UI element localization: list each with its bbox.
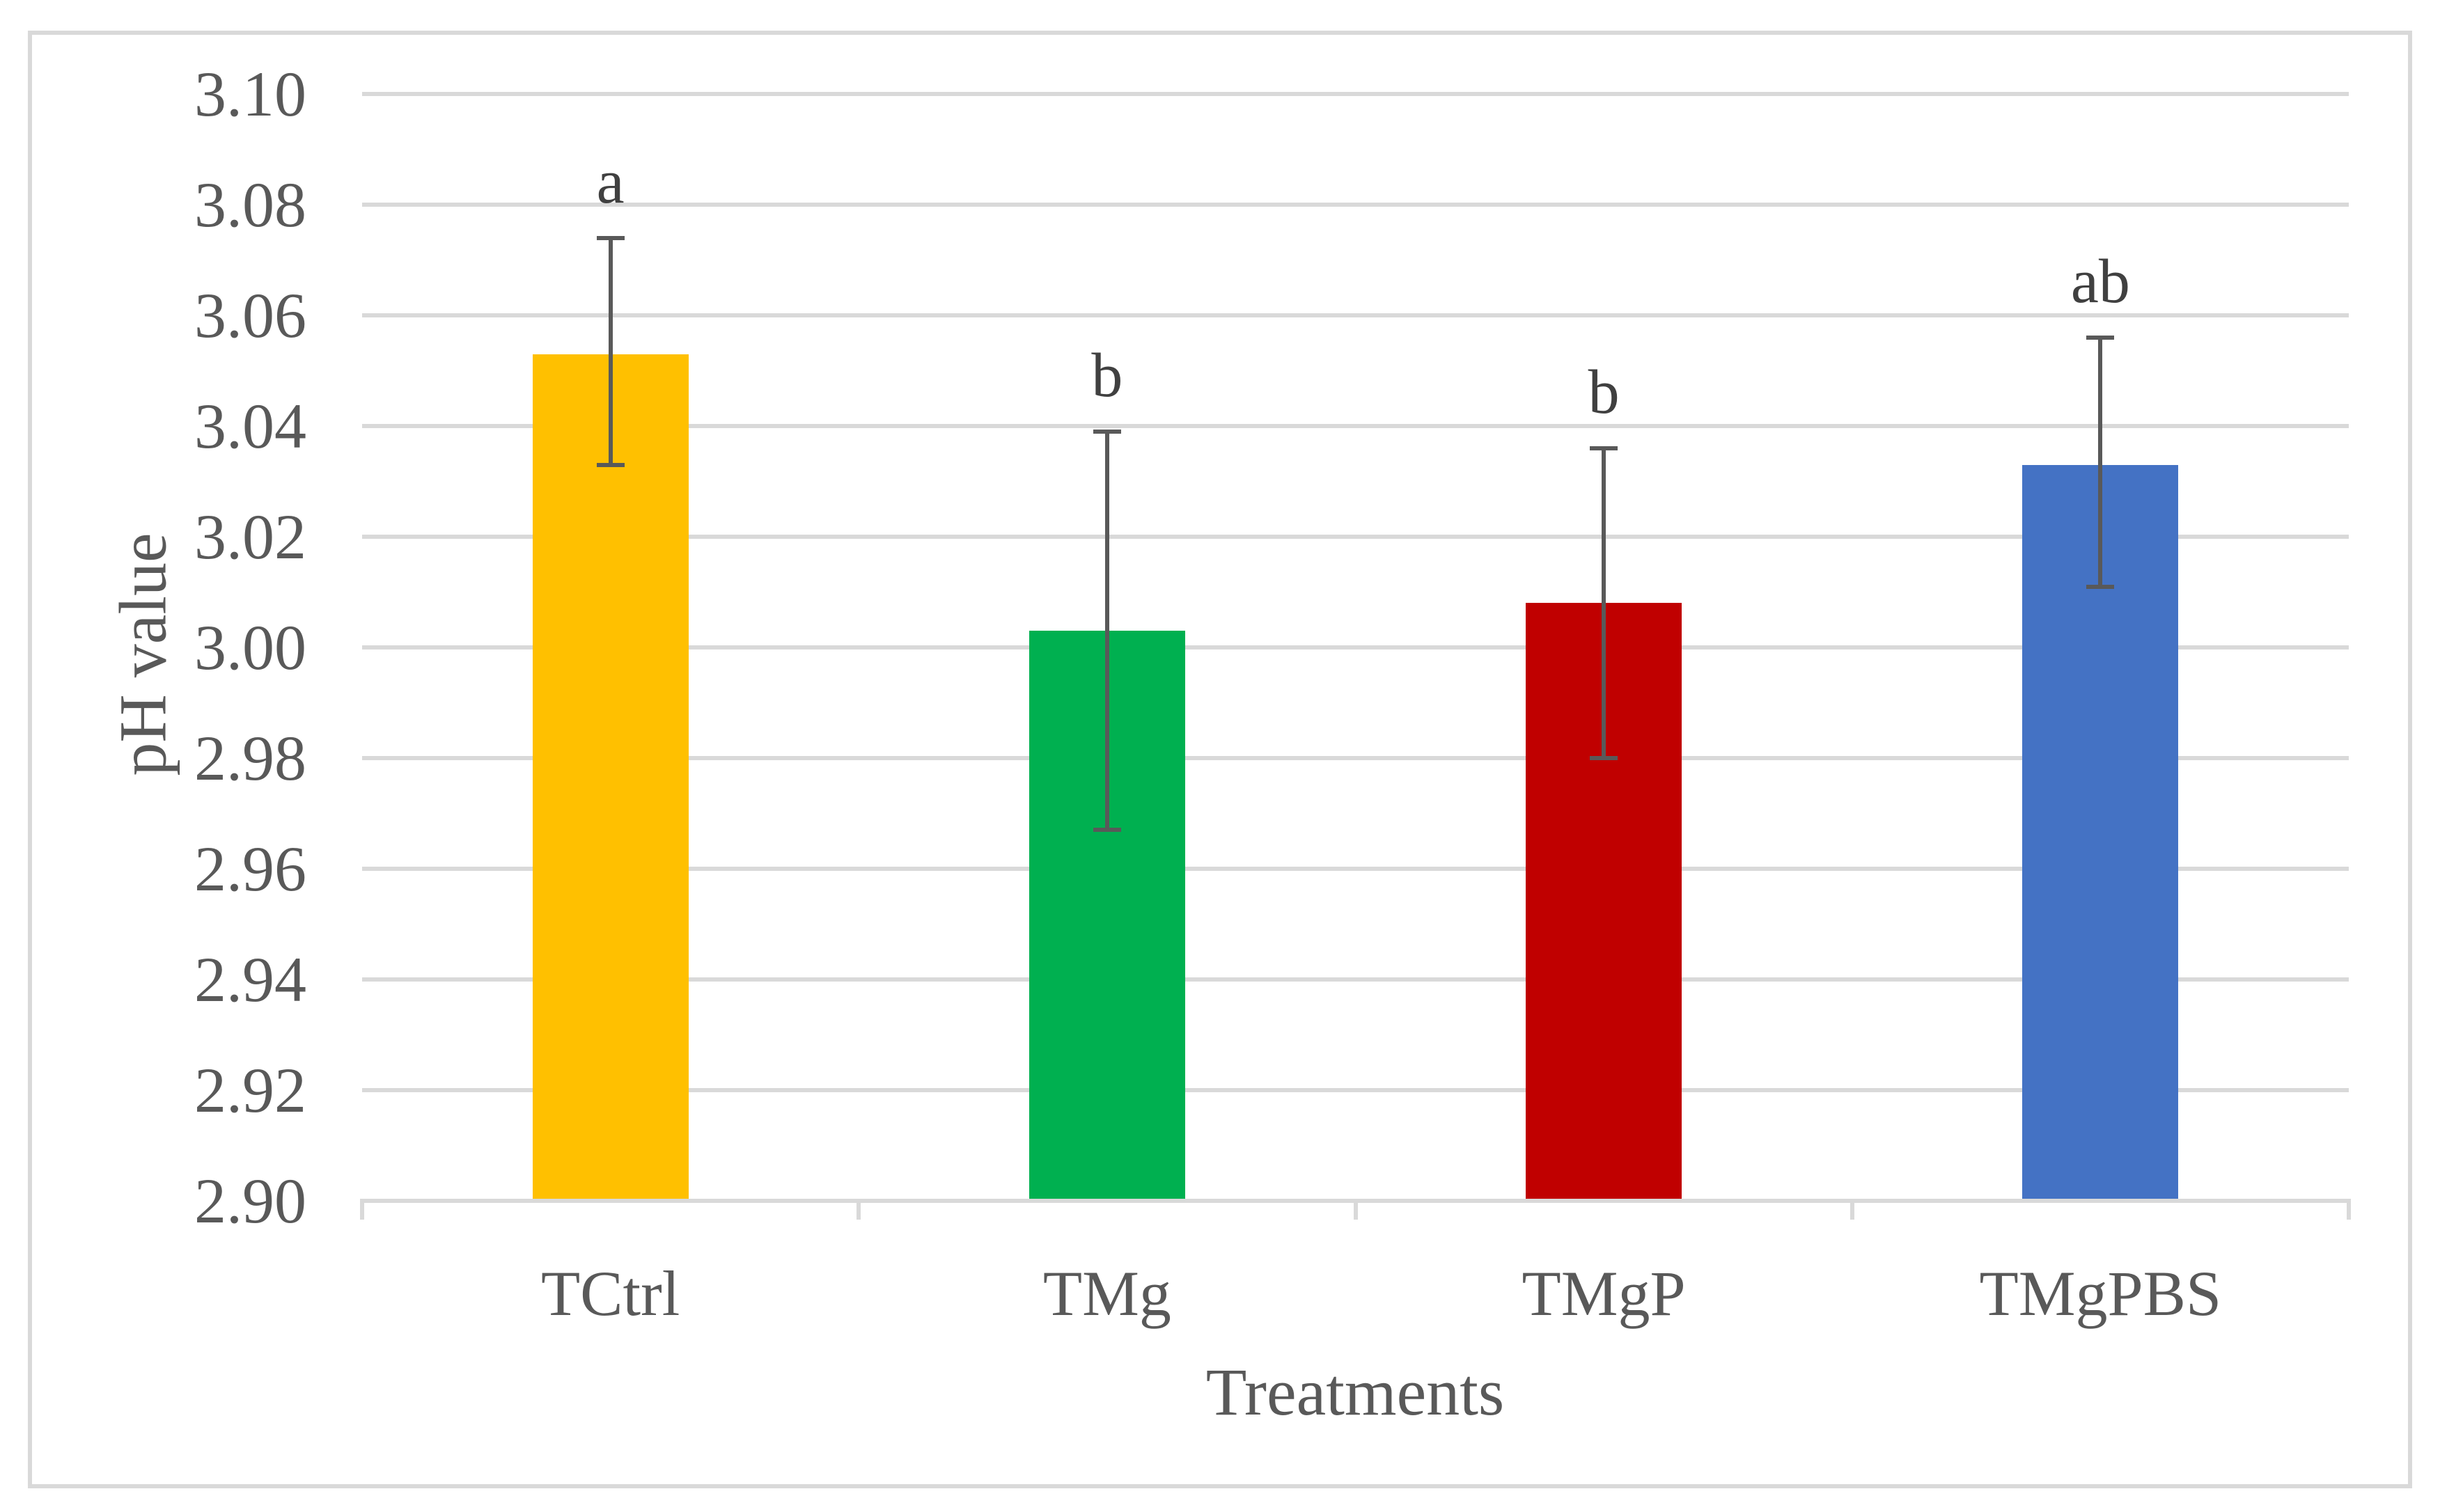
- y-axis-tick-label: 2.96: [194, 833, 306, 904]
- y-axis-tick-label: 3.06: [194, 280, 306, 351]
- x-category-label-TMgP: TMgP: [1522, 1258, 1686, 1329]
- y-axis-tick-label: 3.10: [194, 58, 306, 129]
- x-axis-title: Treatments: [1205, 1355, 1505, 1429]
- y-axis-tick-label: 2.98: [194, 723, 306, 794]
- error-bar-cap-bottom-TCtrl: [596, 462, 625, 467]
- figure-border: [28, 31, 2412, 1488]
- x-axis-tick: [2347, 1201, 2351, 1220]
- y-axis-tick-label: 2.92: [194, 1055, 306, 1126]
- significance-letter-TMgP: b: [1588, 357, 1620, 427]
- error-bar-line-TCtrl: [608, 237, 613, 465]
- y-axis-tick-label: 3.08: [194, 169, 306, 240]
- gridline: [362, 867, 2349, 871]
- significance-letter-TMgPBS: ab: [2070, 246, 2130, 316]
- error-bar-cap-top-TMgPBS: [2086, 335, 2115, 340]
- x-category-label-TMgPBS: TMgPBS: [1979, 1258, 2222, 1329]
- y-axis-tick-label: 3.04: [194, 391, 306, 462]
- y-axis-tick-label: 3.00: [194, 612, 306, 683]
- error-bar-cap-bottom-TMgPBS: [2086, 584, 2115, 589]
- x-axis-tick: [360, 1201, 364, 1220]
- error-bar-cap-top-TMg: [1093, 429, 1121, 434]
- error-bar-cap-bottom-TMg: [1093, 828, 1121, 833]
- y-axis-tick-label: 2.90: [194, 1165, 306, 1236]
- x-category-label-TCtrl: TCtrl: [540, 1258, 680, 1329]
- gridline: [362, 756, 2349, 760]
- x-axis-tick: [1353, 1201, 1358, 1220]
- gridline: [362, 313, 2349, 317]
- significance-letter-TCtrl: a: [596, 147, 625, 216]
- significance-letter-TMg: b: [1091, 340, 1123, 410]
- y-axis-tick-label: 3.02: [194, 501, 306, 572]
- x-category-label-TMg: TMg: [1042, 1258, 1171, 1329]
- gridline: [362, 203, 2349, 207]
- error-bar-cap-top-TCtrl: [596, 235, 625, 240]
- error-bar-line-TMg: [1104, 431, 1109, 830]
- gridline: [362, 92, 2349, 96]
- error-bar-line-TMgP: [1602, 448, 1606, 758]
- gridline: [362, 645, 2349, 649]
- gridline: [362, 424, 2349, 428]
- y-axis-title: pH value: [105, 533, 180, 776]
- y-axis-tick-label: 2.94: [194, 944, 306, 1015]
- error-bar-line-TMgPBS: [2098, 337, 2103, 587]
- error-bar-cap-top-TMgP: [1590, 446, 1618, 450]
- x-axis-tick: [1849, 1201, 1854, 1220]
- bar-TCtrl: [532, 354, 689, 1201]
- error-bar-cap-bottom-TMgP: [1590, 756, 1618, 760]
- gridline: [362, 977, 2349, 982]
- x-axis-tick: [857, 1201, 861, 1220]
- gridline: [362, 1088, 2349, 1092]
- gridline: [362, 535, 2349, 539]
